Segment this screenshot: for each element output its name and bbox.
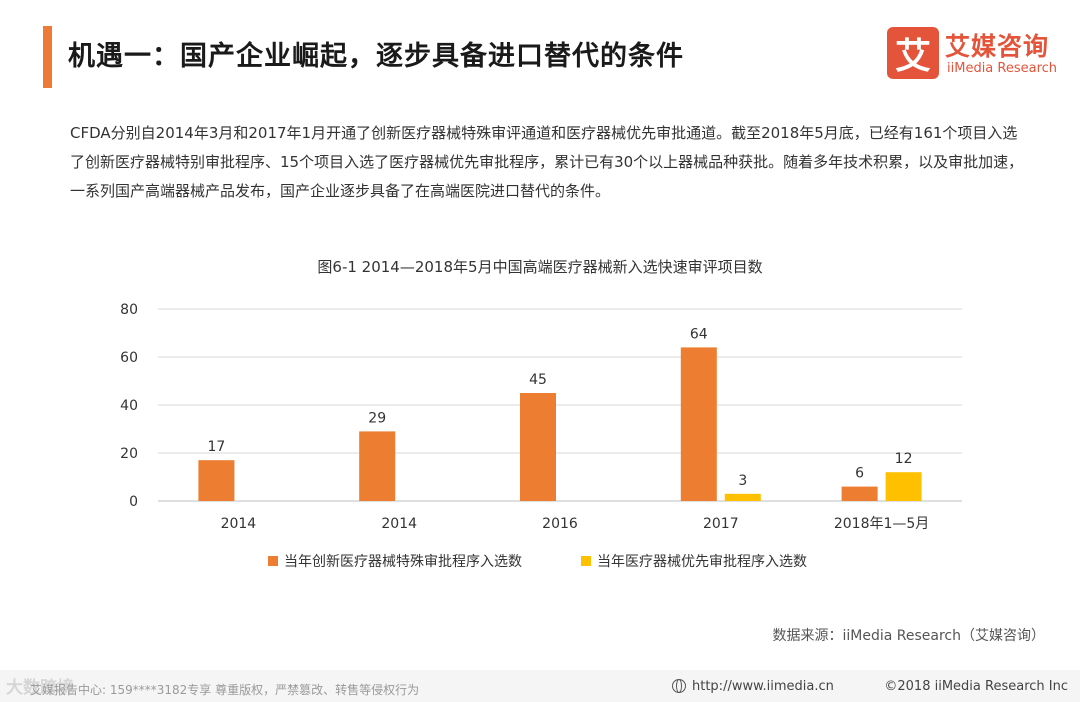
y-tick-label-0: 0 xyxy=(129,494,138,510)
title-accent-bar xyxy=(43,26,52,88)
bar-series1-cat3 xyxy=(724,493,761,501)
x-tick-label-2: 2016 xyxy=(542,516,578,532)
legend-label-innovation: 当年创新医疗器械特殊审批程序入选数 xyxy=(284,554,522,570)
watermark-text: 大数跨境 xyxy=(6,678,74,698)
bar-chart: 0 20 40 60 80 17 2014 29 2014 45 2016 64 3 2017 6 12 201… xyxy=(120,302,962,532)
x-tick-label-4: 2018年1—5月 xyxy=(834,516,929,532)
bar-series0-cat1 xyxy=(359,431,396,501)
globe-icon xyxy=(672,679,686,693)
footer-bar: 大数跨境 艾媒报告中心: 159****3182专享 尊重版权，严禁篡改、转售等… xyxy=(0,670,1080,702)
legend-item-innovation: 当年创新医疗器械特殊审批程序入选数 xyxy=(268,551,522,571)
x-tick-label-0: 2014 xyxy=(221,516,257,532)
bar-series0-cat4 xyxy=(841,486,878,501)
logo-mark: 艾 xyxy=(887,27,939,79)
data-label-series1-cat4: 12 xyxy=(895,451,913,467)
x-tick-label-3: 2017 xyxy=(703,516,739,532)
chart-title: 图6-1 2014—2018年5月中国高端医疗器械新入选快速审评项目数 xyxy=(317,258,763,276)
legend-swatch-innovation xyxy=(268,556,278,566)
footer-url-link[interactable]: http://www.iimedia.cn xyxy=(692,679,834,694)
y-tick-label-80: 80 xyxy=(120,302,138,318)
intro-paragraph: CFDA分别自2014年3月和2017年1月开通了创新医疗器械特殊审评通道和医疗… xyxy=(70,124,1024,200)
footer-copyright-notice: 艾媒报告中心: 159****3182专享 尊重版权，严禁篡改、转售等侵权行为 xyxy=(30,683,420,697)
bar-series1-cat4 xyxy=(885,472,922,501)
bar-series0-cat2 xyxy=(520,393,556,501)
y-tick-label-60: 60 xyxy=(120,350,138,366)
bar-series0-cat0 xyxy=(198,460,235,501)
chart-legend: 当年创新医疗器械特殊审批程序入选数 当年医疗器械优先审批程序入选数 xyxy=(0,551,1080,571)
y-tick-label-40: 40 xyxy=(120,398,138,414)
logo-name-en: iiMedia Research xyxy=(947,61,1058,76)
logo-name-cn: 艾媒咨询 xyxy=(945,32,1050,61)
legend-label-priority: 当年医疗器械优先审批程序入选数 xyxy=(597,554,807,570)
data-label-series0-cat3: 64 xyxy=(690,326,708,342)
data-source: 数据来源：iiMedia Research（艾媒咨询） xyxy=(772,628,1046,644)
data-label-series0-cat1: 29 xyxy=(368,410,386,426)
page-title: 机遇一：国产企业崛起，逐步具备进口替代的条件 xyxy=(68,41,684,72)
footer-copyright: ©2018 iiMedia Research Inc xyxy=(884,679,1068,694)
y-tick-label-20: 20 xyxy=(120,446,138,462)
bar-series0-cat3 xyxy=(680,347,717,501)
data-label-series0-cat4: 6 xyxy=(855,466,864,482)
brand-logo: 艾 艾媒咨询 iiMedia Research xyxy=(887,27,1062,83)
legend-item-priority: 当年医疗器械优先审批程序入选数 xyxy=(581,551,807,571)
x-tick-label-1: 2014 xyxy=(381,516,417,532)
data-label-series0-cat0: 17 xyxy=(207,439,225,455)
data-label-series1-cat3: 3 xyxy=(738,473,747,489)
data-label-series0-cat2: 45 xyxy=(529,372,547,388)
legend-swatch-priority xyxy=(581,556,591,566)
